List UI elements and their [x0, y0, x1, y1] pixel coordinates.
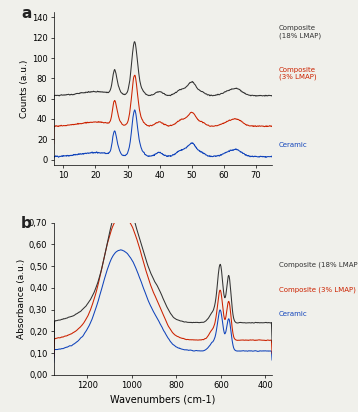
Text: Composite (3% LMAP): Composite (3% LMAP) — [279, 286, 355, 293]
Y-axis label: Absorbance (a.u.): Absorbance (a.u.) — [17, 259, 26, 339]
Text: Ceramic: Ceramic — [279, 142, 308, 148]
Text: Ceramic: Ceramic — [279, 311, 308, 317]
Text: Composite (18% LMAP): Composite (18% LMAP) — [279, 262, 358, 269]
Text: a: a — [21, 6, 31, 21]
Text: Composite
(3% LMAP): Composite (3% LMAP) — [279, 67, 316, 80]
Text: Composite
(18% LMAP): Composite (18% LMAP) — [279, 26, 321, 39]
X-axis label: Wavenumbers (cm-1): Wavenumbers (cm-1) — [110, 394, 216, 404]
Y-axis label: Counts (a.u.): Counts (a.u.) — [20, 59, 29, 118]
Text: b: b — [21, 216, 32, 232]
